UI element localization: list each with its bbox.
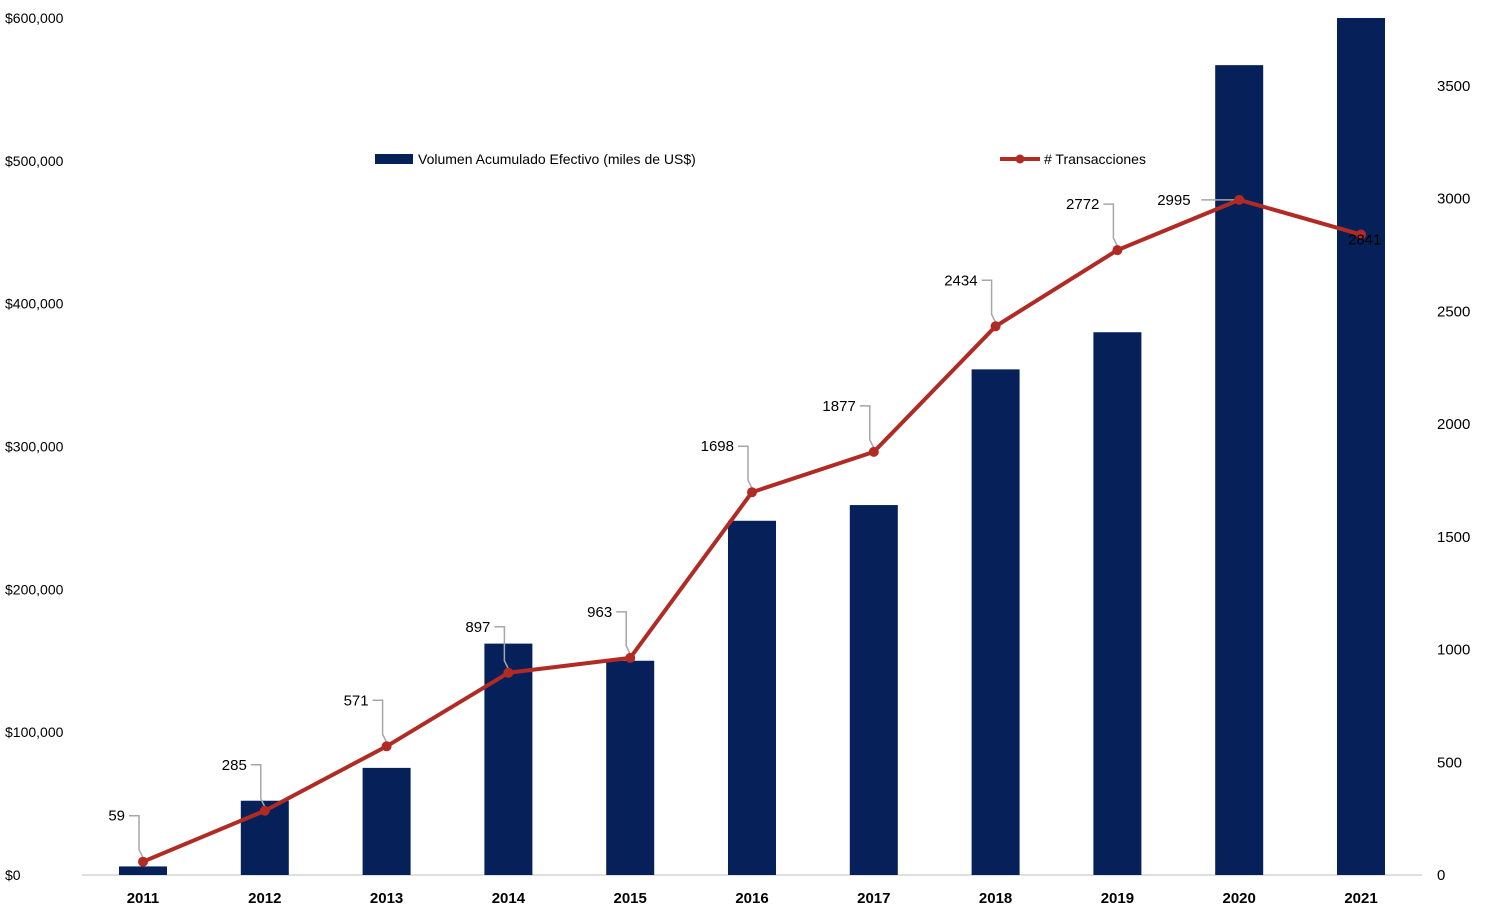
x-tick-2016: 2016	[735, 890, 768, 907]
leader-line-2019	[1103, 203, 1119, 247]
data-label-2019: 2772	[1066, 196, 1099, 213]
data-label-leader-lines	[129, 199, 1240, 859]
x-axis-tick-labels: 2011 2012 2013 2014 2015 2016 2017 2018 2019 2020…	[127, 890, 1378, 907]
data-label-2013: 571	[344, 692, 369, 709]
line-series	[138, 194, 1366, 867]
legend-bar-label: Volumen Acumulado Efectivo (miles de US$…	[418, 151, 696, 167]
bar-2011	[119, 866, 167, 875]
bar-2016	[728, 520, 776, 875]
right-tick-1000: 1000	[1437, 642, 1470, 659]
x-tick-2013: 2013	[370, 890, 403, 907]
left-tick-0: $0	[5, 867, 21, 883]
bar-2013	[362, 767, 411, 875]
left-tick-500000: $500,000	[5, 153, 64, 169]
data-label-2021: 2841	[1348, 232, 1381, 249]
legend: Volumen Acumulado Efectivo (miles de US$…	[375, 151, 1146, 167]
right-tick-500: 500	[1437, 754, 1462, 771]
x-tick-2018: 2018	[979, 890, 1012, 907]
transactions-point-2018	[990, 321, 1001, 332]
transactions-point-2013	[381, 741, 392, 752]
leader-line-2015	[616, 611, 631, 655]
x-tick-2012: 2012	[248, 890, 281, 907]
bar-2014	[484, 643, 533, 875]
data-label-2020: 2995	[1157, 192, 1190, 209]
data-label-2011: 59	[108, 808, 125, 825]
transactions-point-2016	[747, 487, 757, 498]
leader-line-2017	[859, 405, 875, 449]
data-label-2016: 1698	[701, 438, 734, 455]
bar-series	[119, 18, 1385, 875]
transactions-point-2021	[1356, 229, 1366, 240]
transactions-point-2020	[1234, 194, 1245, 205]
left-tick-600000: $600,000	[5, 10, 64, 26]
data-label-2012: 285	[222, 757, 247, 774]
transactions-point-2014	[503, 667, 514, 678]
bar-2017	[849, 505, 898, 875]
left-tick-300000: $300,000	[5, 439, 64, 455]
right-tick-3500: 3500	[1437, 78, 1470, 95]
legend-bar-swatch	[375, 154, 413, 164]
legend-line-label: # Transacciones	[1044, 151, 1146, 167]
left-tick-100000: $100,000	[5, 724, 64, 740]
left-tick-200000: $200,000	[5, 581, 64, 597]
x-tick-2011: 2011	[127, 890, 160, 907]
leader-line-2014	[494, 626, 510, 670]
legend-line-marker	[1015, 154, 1025, 164]
data-label-2017: 1877	[822, 398, 855, 415]
left-tick-400000: $400,000	[5, 296, 64, 312]
transactions-point-2015	[625, 652, 636, 663]
data-label-2018: 2434	[944, 272, 977, 289]
transactions-point-2017	[868, 446, 879, 457]
right-tick-1500: 1500	[1437, 529, 1470, 546]
transactions-point-2019	[1112, 245, 1123, 256]
right-tick-0: 0	[1437, 867, 1445, 884]
data-label-2014: 897	[465, 619, 490, 636]
bar-2018	[971, 369, 1020, 875]
data-label-2015: 963	[587, 604, 612, 621]
leader-line-2011	[129, 814, 144, 859]
leader-line-2013	[372, 699, 388, 743]
right-tick-2000: 2000	[1437, 416, 1470, 433]
x-tick-2020: 2020	[1223, 890, 1256, 907]
leader-line-2018	[981, 279, 997, 323]
bar-2020	[1215, 65, 1264, 875]
left-axis-tick-labels: $0 $100,000 $200,000 $300,000 $400,000 $500,0…	[5, 10, 64, 883]
transactions-point-2011	[138, 856, 148, 867]
x-tick-2014: 2014	[492, 890, 526, 907]
transactions-point-2012	[259, 805, 270, 816]
x-tick-2019: 2019	[1101, 890, 1134, 907]
right-tick-3000: 3000	[1437, 191, 1470, 208]
bar-2021	[1337, 18, 1385, 875]
x-tick-2017: 2017	[857, 890, 890, 907]
bar-2015	[606, 660, 655, 875]
data-labels: 59 285 571 897 963 1698 1877 2434 2772 2995 2841	[108, 192, 1381, 825]
bar-2019	[1093, 332, 1142, 875]
x-tick-2021: 2021	[1344, 890, 1377, 907]
x-tick-2015: 2015	[614, 890, 647, 907]
right-axis-tick-labels: 0 500 1000 1500 2000 2500 3000 3500	[1437, 78, 1470, 884]
leader-line-2012	[250, 764, 266, 808]
leader-line-2016	[738, 445, 753, 489]
right-tick-2500: 2500	[1437, 303, 1470, 320]
